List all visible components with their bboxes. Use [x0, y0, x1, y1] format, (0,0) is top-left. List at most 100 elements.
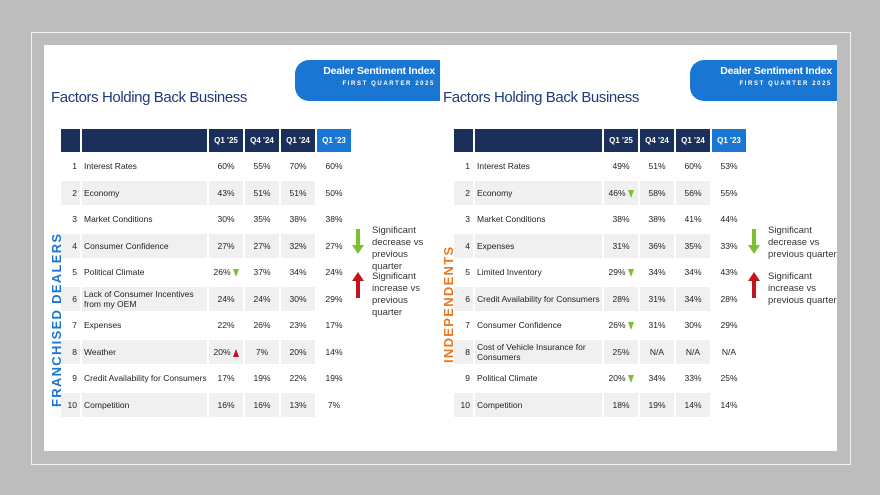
- rank-cell: 9: [454, 366, 473, 391]
- value-q1-23-text: 19%: [325, 373, 343, 384]
- dsi-badge: Dealer Sentiment Index FIRST QUARTER 202…: [690, 60, 837, 101]
- up-arrow-icon: [232, 348, 239, 357]
- col-q4-24: Q4 '24: [245, 129, 279, 152]
- value-q1-23-text: N/A: [721, 346, 737, 357]
- rank-cell-text: 8: [72, 346, 77, 357]
- value-q4-24: 34%: [640, 260, 674, 285]
- rank-cell-text: 10: [460, 399, 470, 410]
- value-q1-25: 60%: [209, 154, 243, 179]
- table-row: 4 Consumer Confidence 27% 27% 32% 27%: [61, 233, 351, 258]
- value-q1-25: 17%: [209, 366, 243, 391]
- rank-cell: 2: [454, 180, 473, 205]
- rank-cell-text: 1: [72, 161, 77, 172]
- factor-cell-text: Competition: [477, 399, 523, 410]
- rank-cell: 4: [454, 233, 473, 258]
- value-q1-25: 25%: [604, 339, 638, 364]
- factor-cell-text: Lack of Consumer Incentives from my OEM: [84, 288, 194, 309]
- down-arrow-icon: [352, 229, 364, 254]
- rank-cell: 3: [454, 207, 473, 232]
- table-row: 4 Expenses 31% 36% 35% 33%: [454, 233, 746, 258]
- rank-cell-text: 9: [465, 373, 470, 384]
- value-q1-24: 35%: [676, 233, 710, 258]
- value-q1-24-text: 56%: [684, 187, 702, 198]
- value-q1-24: 51%: [281, 180, 315, 205]
- value-q1-24: 70%: [281, 154, 315, 179]
- value-q1-25-text: 49%: [612, 161, 630, 172]
- value-q4-24: 19%: [245, 366, 279, 391]
- rank-cell: 4: [61, 233, 80, 258]
- value-q1-25-text: 31%: [612, 240, 630, 251]
- value-q1-24: 32%: [281, 233, 315, 258]
- value-q1-23-text: 60%: [325, 161, 343, 172]
- table-row: 1 Interest Rates 60% 55% 70% 60%: [61, 154, 351, 179]
- rank-cell: 7: [454, 313, 473, 338]
- table-header: Q1 '25 Q4 '24 Q1 '24 Q1 '23: [454, 129, 746, 152]
- legend-increase-text: Significant increase vs previous quarter: [372, 271, 421, 318]
- value-q4-24-text: 55%: [253, 161, 271, 172]
- factor-cell: Credit Availability for Consumers: [475, 286, 602, 311]
- value-q4-24: 36%: [640, 233, 674, 258]
- factor-cell-text: Expenses: [477, 240, 515, 251]
- value-q4-24-text: 51%: [253, 187, 271, 198]
- table-body: 1 Interest Rates 60% 55% 70% 60% 2 Economy 43% 51…: [61, 154, 351, 417]
- factor-cell: Economy: [82, 180, 207, 205]
- value-q1-23-text: 43%: [720, 267, 738, 278]
- badge-subtitle: FIRST QUARTER 2025: [342, 81, 435, 87]
- value-q1-25-text: 17%: [217, 373, 235, 384]
- value-q1-23: 50%: [317, 180, 351, 205]
- value-q1-23-text: 53%: [720, 161, 738, 172]
- up-arrow-icon: [748, 272, 760, 298]
- value-q1-24: 14%: [676, 392, 710, 417]
- value-q1-23: N/A: [712, 339, 746, 364]
- value-q4-24-text: 36%: [648, 240, 666, 251]
- down-arrow-icon: [627, 189, 634, 198]
- value-q1-24-text: 60%: [684, 161, 702, 172]
- value-q1-23-text: 28%: [720, 293, 738, 304]
- factor-cell-text: Weather: [84, 346, 116, 357]
- value-q4-24: 34%: [640, 366, 674, 391]
- factor-cell: Consumer Confidence: [82, 233, 207, 258]
- rank-cell: 2: [61, 180, 80, 205]
- rank-cell: 10: [454, 392, 473, 417]
- value-q4-24: 31%: [640, 313, 674, 338]
- table-row: 8 Weather 20% 7% 20% 14%: [61, 339, 351, 364]
- rank-cell: 6: [61, 286, 80, 311]
- rank-cell: 9: [61, 366, 80, 391]
- value-q1-23: 38%: [317, 207, 351, 232]
- value-q1-23-text: 27%: [325, 240, 343, 251]
- value-q4-24: 51%: [245, 180, 279, 205]
- factor-cell: Limited Inventory: [475, 260, 602, 285]
- value-q1-25: 20%: [209, 339, 243, 364]
- legend: Significant decrease vs previous quarter…: [748, 225, 837, 317]
- rank-cell-text: 3: [465, 214, 470, 225]
- table-row: 10 Competition 16% 16% 13% 7%: [61, 392, 351, 417]
- factor-cell-text: Consumer Confidence: [84, 240, 169, 251]
- value-q1-24: 38%: [281, 207, 315, 232]
- factor-cell-text: Political Climate: [477, 373, 538, 384]
- value-q4-24-text: 31%: [648, 320, 666, 331]
- factor-cell: Expenses: [82, 313, 207, 338]
- value-q1-24: 34%: [281, 260, 315, 285]
- value-q1-23: 44%: [712, 207, 746, 232]
- value-q1-24-text: 38%: [289, 214, 307, 225]
- factor-cell-text: Cost of Vehicle Insurance for Consumers: [477, 341, 586, 362]
- value-q1-23: 14%: [317, 339, 351, 364]
- value-q1-23: 7%: [317, 392, 351, 417]
- value-q1-24-text: 23%: [289, 320, 307, 331]
- table-row: 1 Interest Rates 49% 51% 60% 53%: [454, 154, 746, 179]
- rank-cell: 1: [61, 154, 80, 179]
- factor-header: [82, 129, 207, 152]
- rank-cell-text: 2: [465, 187, 470, 198]
- value-q1-25: 30%: [209, 207, 243, 232]
- value-q1-23: 33%: [712, 233, 746, 258]
- slide-card: Dealer Sentiment Index FIRST QUARTER 202…: [44, 45, 837, 451]
- table-row: 9 Political Climate 20% 34% 33% 25%: [454, 366, 746, 391]
- table-row: 6 Lack of Consumer Incentives from my OEM…: [61, 286, 351, 311]
- factor-cell: Competition: [82, 392, 207, 417]
- value-q1-24: 22%: [281, 366, 315, 391]
- value-q1-25: 27%: [209, 233, 243, 258]
- value-q1-25: 16%: [209, 392, 243, 417]
- table-row: 3 Market Conditions 30% 35% 38% 38%: [61, 207, 351, 232]
- value-q1-24-text: 32%: [289, 240, 307, 251]
- value-q1-23-text: 17%: [325, 320, 343, 331]
